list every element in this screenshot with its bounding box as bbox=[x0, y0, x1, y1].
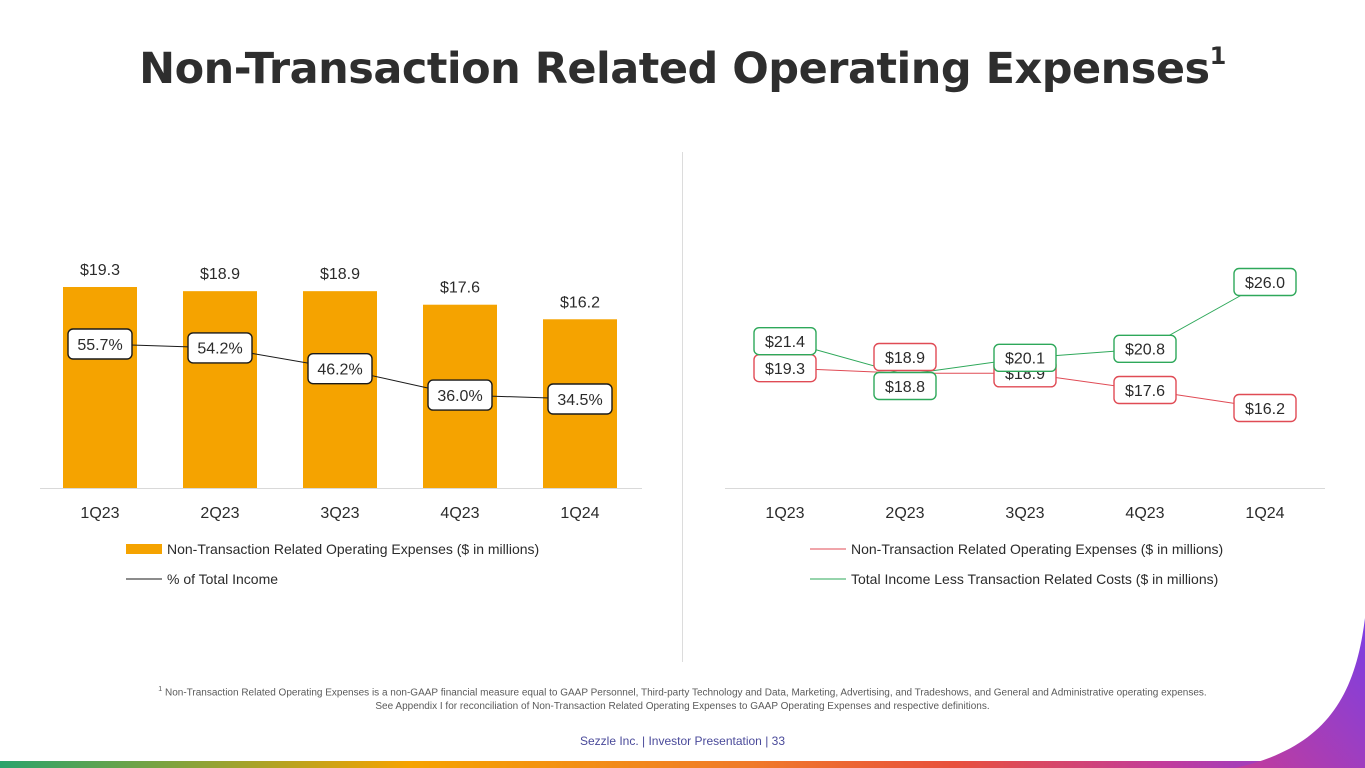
income-data-label: $18.8 bbox=[885, 379, 925, 396]
footer: Sezzle Inc. | Investor Presentation | 33 bbox=[579, 734, 785, 748]
pct-data-label: 55.7% bbox=[77, 337, 122, 354]
expenses-data-label-box bbox=[1233, 393, 1297, 423]
pct-data-label: 46.2% bbox=[317, 361, 362, 378]
pct-data-label: 36.0% bbox=[437, 388, 482, 405]
x-tick-label: 2Q23 bbox=[200, 505, 239, 522]
x-tick-label: 1Q23 bbox=[80, 505, 119, 522]
x-tick-label: 3Q23 bbox=[1005, 505, 1044, 522]
bar-value-label: $17.6 bbox=[440, 280, 480, 297]
x-tick-label: 3Q23 bbox=[320, 505, 359, 522]
income-data-label-box bbox=[1233, 267, 1297, 297]
brand-corner-shape bbox=[1235, 618, 1365, 768]
x-tick-label: 1Q24 bbox=[560, 505, 599, 522]
page-title: Non-Transaction Related Operating Expens… bbox=[139, 41, 1226, 94]
bar-1Q23 bbox=[63, 287, 137, 488]
income-data-label: $26.0 bbox=[1245, 275, 1285, 292]
panel-divider bbox=[682, 152, 683, 662]
x-tick-label: 1Q23 bbox=[765, 505, 804, 522]
pct-data-label: 54.2% bbox=[197, 341, 242, 358]
expenses-data-label: $19.3 bbox=[765, 361, 805, 378]
bar-value-label: $16.2 bbox=[560, 294, 600, 311]
income-data-label-box bbox=[873, 371, 937, 401]
x-tick-label: 4Q23 bbox=[1125, 505, 1164, 522]
income-data-label-box bbox=[753, 326, 817, 356]
expenses-data-label-box bbox=[873, 342, 937, 372]
legend-label-bars: Non-Transaction Related Operating Expens… bbox=[167, 541, 539, 557]
legend-label-income: Total Income Less Transaction Related Co… bbox=[851, 571, 1218, 587]
x-tick-label: 1Q24 bbox=[1245, 505, 1284, 522]
expenses-data-label-box bbox=[1113, 375, 1177, 405]
bar-value-label: $19.3 bbox=[80, 262, 120, 279]
bar-2Q23 bbox=[183, 291, 257, 488]
footnote: 1 Non-Transaction Related Operating Expe… bbox=[158, 686, 1207, 713]
pct-data-label-box bbox=[427, 379, 493, 411]
pct-data-label-box bbox=[67, 328, 133, 360]
pct-data-label: 34.5% bbox=[557, 392, 602, 409]
expenses-data-label: $17.6 bbox=[1125, 383, 1165, 400]
income-data-label: $20.8 bbox=[1125, 342, 1165, 359]
pct-data-label-box bbox=[547, 383, 613, 415]
expenses-data-label: $18.9 bbox=[885, 350, 925, 367]
bar-value-label: $18.9 bbox=[320, 266, 360, 283]
pct-data-label-box bbox=[307, 352, 373, 385]
pct-data-label-box bbox=[187, 332, 253, 364]
expenses-data-label: $16.2 bbox=[1245, 401, 1285, 418]
income-data-label-box bbox=[1113, 334, 1177, 364]
income-data-label: $21.4 bbox=[765, 334, 805, 351]
x-tick-label: 4Q23 bbox=[440, 505, 479, 522]
legend-swatch-bars bbox=[126, 544, 162, 554]
legend-label-expenses: Non-Transaction Related Operating Expens… bbox=[851, 541, 1223, 557]
income-data-label: $20.1 bbox=[1005, 351, 1045, 368]
legend-label-pct: % of Total Income bbox=[167, 571, 278, 587]
income-data-label-box bbox=[993, 343, 1057, 373]
x-tick-label: 2Q23 bbox=[885, 505, 924, 522]
bar-value-label: $18.9 bbox=[200, 266, 240, 283]
brand-gradient-bar bbox=[0, 761, 1365, 768]
bar-3Q23 bbox=[303, 291, 377, 488]
